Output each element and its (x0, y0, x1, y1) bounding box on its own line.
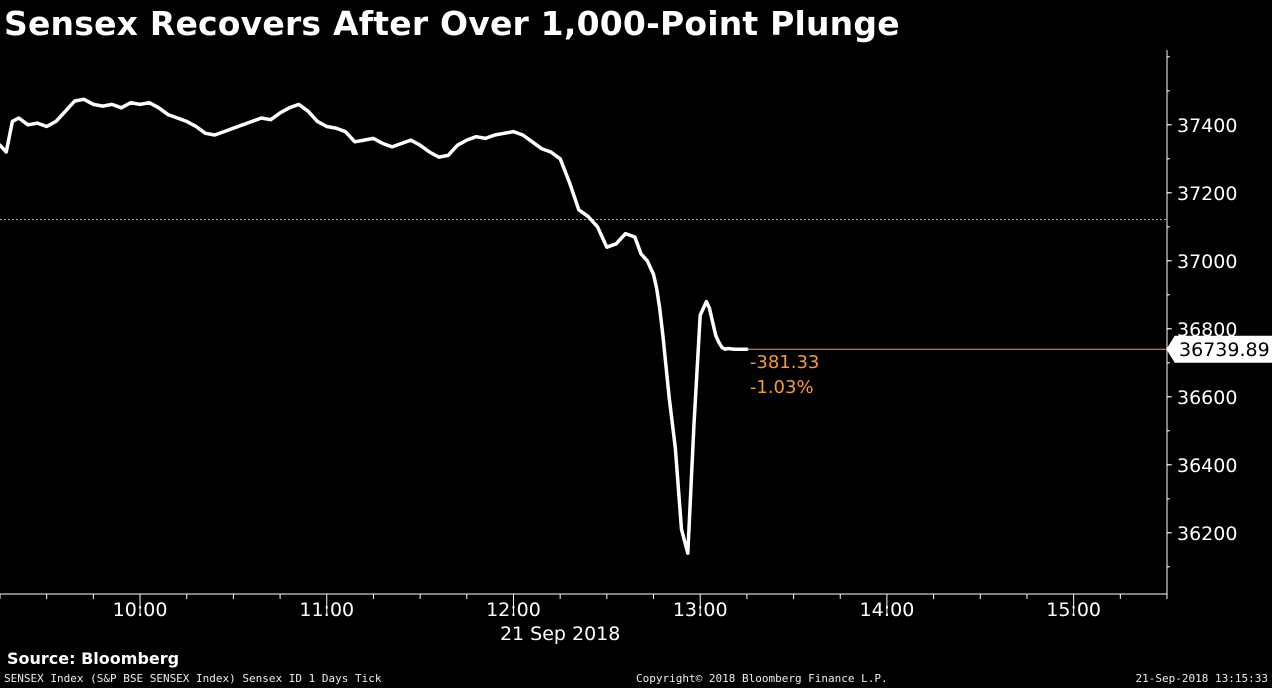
date-label: 21 Sep 2018 (500, 623, 620, 645)
chart-title: Sensex Recovers After Over 1,000-Point P… (4, 4, 900, 43)
y-axis: 36200 36400 36600 36800 37000 37200 37400 (1167, 56, 1237, 568)
x-tick-label: 15:00 (1046, 599, 1101, 621)
x-tick-label: 11:00 (299, 599, 354, 621)
y-tick-label: 36600 (1177, 387, 1237, 409)
change-label: -381.33 (750, 352, 819, 373)
y-tick-label: 37000 (1177, 251, 1237, 273)
x-tick-label: 10:00 (113, 599, 168, 621)
x-tick-label: 13:00 (673, 599, 728, 621)
footer-bar: SENSEX Index (S&P BSE SENSEX Index) Sens… (0, 671, 1272, 688)
plot-frame (0, 50, 1168, 595)
x-axis: 10:00 11:00 12:00 13:00 14:00 15:00 21 Sep 201… (0, 594, 1168, 645)
footer-timestamp: 21-Sep-2018 13:15:33 (1135, 672, 1268, 685)
x-tick-label: 14:00 (860, 599, 915, 621)
change-pct-label: -1.03% (750, 377, 814, 398)
series-line (0, 97, 749, 555)
y-tick-label: 37400 (1177, 115, 1237, 137)
last-value-group: -381.33 -1.03% 36739.89 (746, 335, 1272, 398)
y-tick-label: 36800 (1177, 319, 1237, 341)
last-value-box (1166, 335, 1272, 363)
y-tick-label: 37200 (1177, 183, 1237, 205)
source-label: Source: Bloomberg (7, 649, 180, 668)
y-tick-label: 36200 (1177, 523, 1237, 545)
y-tick-label: 36400 (1177, 455, 1237, 477)
footer-security-info: SENSEX Index (S&P BSE SENSEX Index) Sens… (4, 672, 382, 685)
footer-copyright: Copyright© 2018 Bloomberg Finance L.P. (636, 672, 888, 685)
last-value-label: 36739.89 (1179, 339, 1270, 361)
x-tick-label: 12:00 (486, 599, 541, 621)
series-group (0, 97, 749, 555)
